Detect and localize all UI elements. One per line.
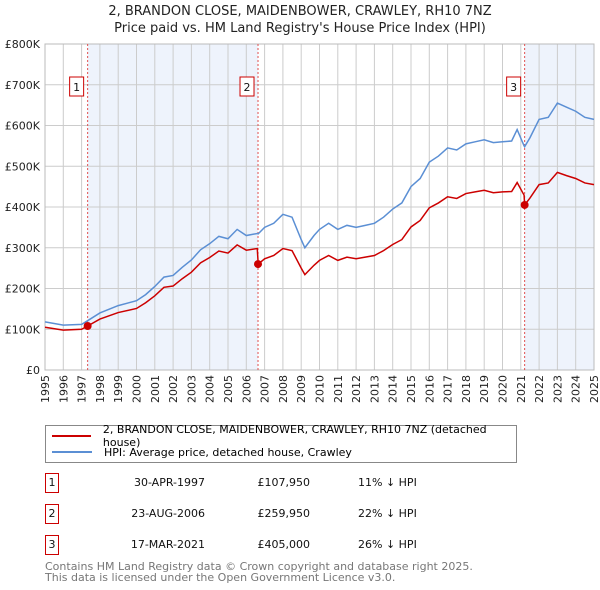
sale-marker-label: 3 [510,81,517,94]
sale-price: £405,000 [257,538,311,551]
x-tick-label: 2022 [533,375,546,403]
x-tick-label: 2005 [222,375,235,403]
x-tick-label: 2001 [149,375,162,403]
x-tick-label: 1998 [94,375,107,403]
sale-date: 30-APR-1997 [133,476,205,489]
x-tick-label: 2004 [204,375,217,403]
y-tick-label: £300K [5,242,41,255]
y-tick-label: £500K [5,160,41,173]
x-tick-label: 2021 [515,375,528,403]
y-tick-label: £400K [5,201,41,214]
sale-marker-label: 2 [244,81,251,94]
chart-subtitle: Price paid vs. HM Land Registry's House … [114,21,486,36]
x-tick-label: 2009 [295,375,308,403]
y-tick-label: £700K [5,79,41,92]
legend: 2, BRANDON CLOSE, MAIDENBOWER, CRAWLEY, … [45,423,517,463]
legend-item-hpi: HPI: Average price, detached house, Craw… [46,444,352,460]
x-tick-label: 2019 [478,375,491,403]
x-tick-label: 1996 [57,375,70,403]
x-tick-label: 2011 [332,375,345,403]
sale-marker-box [239,76,255,97]
x-tick-label: 1997 [76,375,89,403]
x-tick-label: 2013 [368,375,381,403]
legend-item-property: 2, BRANDON CLOSE, MAIDENBOWER, CRAWLEY, … [46,423,516,449]
sale-date: 17-MAR-2021 [130,538,205,551]
hpi-line [44,102,595,326]
x-tick-label: 1999 [112,375,125,403]
x-tick-label: 2003 [185,375,198,403]
plot-area: 1995 1996 1997 1998 1999 2000 2001 2002 2003 2004… [5,38,600,403]
x-tick-label: 2010 [314,375,327,403]
x-tick-label: 2014 [387,375,400,403]
x-tick-label: 2015 [405,375,418,403]
legend-swatch-red [52,435,91,437]
sale-hpi-diff: 11% ↓ HPI [358,476,417,489]
x-tick-label: 2020 [497,375,510,403]
x-tick-label: 1995 [39,375,52,403]
x-tick-label: 2018 [460,375,473,403]
legend-label: 2, BRANDON CLOSE, MAIDENBOWER, CRAWLEY, … [102,423,487,449]
footer-line1: Contains HM Land Registry data © Crown c… [45,560,473,573]
sale-number: 2 [45,504,59,524]
sale-hpi-diff: 22% ↓ HPI [358,507,417,520]
y-tick-label: £0 [26,364,40,377]
legend-swatch-blue [52,451,92,453]
x-tick-label: 2002 [167,375,180,403]
x-tick-label: 2024 [570,375,583,403]
x-tick-label: 2012 [350,375,363,403]
sale-hpi-diff: 26% ↓ HPI [358,538,417,551]
x-tick-label: 2023 [551,375,564,403]
sale-price: £259,950 [257,507,311,520]
y-tick-label: £200K [5,283,41,296]
sale-date: 23-AUG-2006 [131,507,205,520]
sale-point [254,260,263,269]
footer-line2: This data is licensed under the Open Gov… [45,571,396,584]
x-tick-label: 2017 [442,375,455,403]
legend-label: HPI: Average price, detached house, Craw… [104,445,352,459]
chart-title: 2, BRANDON CLOSE, MAIDENBOWER, CRAWLEY, … [108,4,492,19]
y-tick-label: £800K [5,38,41,51]
x-tick-label: 2016 [423,375,436,403]
x-tick-label: 2007 [259,375,272,403]
sale-marker-box [69,76,85,97]
x-tick-label: 2008 [277,375,290,403]
sale-point [520,200,529,209]
property-price-line [44,171,595,331]
sale-number: 3 [45,535,59,555]
plot-border [44,43,595,371]
x-tick-label: 2006 [240,375,253,403]
sale-point [83,322,92,331]
x-tick-label: 2025 [588,375,600,403]
sale-marker-label: 1 [73,81,80,94]
y-tick-label: £600K [5,120,41,133]
y-tick-label: £100K [5,323,41,336]
x-tick-label: 2000 [131,375,144,403]
sale-number: 1 [45,473,59,493]
sale-marker-box [506,76,522,97]
sale-price: £107,950 [257,476,311,489]
